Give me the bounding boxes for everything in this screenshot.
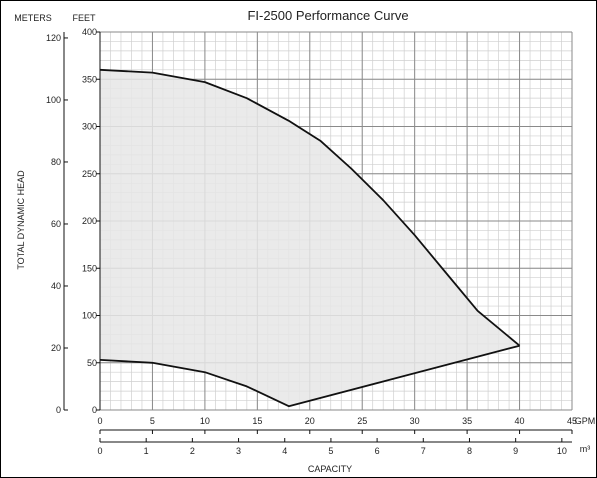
m3-tick-label: 5 <box>328 446 333 456</box>
chart-title: FI-2500 Performance Curve <box>247 8 408 23</box>
feet-axis-unit-label: FEET <box>72 13 96 23</box>
m3-tick-label: 7 <box>421 446 426 456</box>
feet-tick-label: 350 <box>82 74 97 84</box>
m3-tick-label: 8 <box>467 446 472 456</box>
m3-tick-label: 2 <box>190 446 195 456</box>
feet-tick-label: 0 <box>92 405 97 415</box>
gpm-tick-label: 35 <box>462 416 472 426</box>
curves <box>99 68 521 408</box>
meters-tick-label: 100 <box>46 95 61 105</box>
meters-tick-label: 60 <box>51 219 61 229</box>
gpm-tick-label: 20 <box>305 416 315 426</box>
feet-tick-label: 250 <box>82 169 97 179</box>
gpm-tick-label: 45 <box>567 416 577 426</box>
meters-tick-label: 80 <box>51 157 61 167</box>
feet-tick-label: 100 <box>82 311 97 321</box>
gpm-axis-unit-label: GPM <box>575 416 596 426</box>
m3-tick-label: 0 <box>97 446 102 456</box>
gpm-tick-label: 5 <box>150 416 155 426</box>
m3-tick-label: 1 <box>144 446 149 456</box>
m3-tick-label: 9 <box>513 446 518 456</box>
gpm-tick-label: 30 <box>410 416 420 426</box>
axes: 0501001502002503003504000204060801001200… <box>46 27 577 456</box>
m3-tick-label: 3 <box>236 446 241 456</box>
gpm-tick-label: 25 <box>357 416 367 426</box>
feet-tick-label: 50 <box>87 358 97 368</box>
feet-tick-label: 150 <box>82 263 97 273</box>
max-head-curve <box>99 68 521 347</box>
m3-tick-label: 4 <box>282 446 287 456</box>
meters-axis-unit-label: METERS <box>14 13 52 23</box>
m3-tick-label: 10 <box>557 446 567 456</box>
m3-axis-unit-label: m³ <box>580 444 591 454</box>
performance-region <box>100 69 520 407</box>
gpm-tick-label: 40 <box>515 416 525 426</box>
min-head-curve <box>99 344 520 408</box>
meters-tick-label: 0 <box>56 405 61 415</box>
gpm-tick-label: 0 <box>97 416 102 426</box>
feet-tick-label: 400 <box>82 27 97 37</box>
gpm-tick-label: 15 <box>252 416 262 426</box>
meters-tick-label: 20 <box>51 343 61 353</box>
meters-tick-label: 40 <box>51 281 61 291</box>
meters-tick-label: 120 <box>46 33 61 43</box>
x-axis-label: CAPACITY <box>308 464 352 474</box>
y-axis-label: TOTAL DYNAMIC HEAD <box>16 170 26 270</box>
gpm-tick-label: 10 <box>200 416 210 426</box>
feet-tick-label: 200 <box>82 216 97 226</box>
feet-tick-label: 300 <box>82 122 97 132</box>
m3-tick-label: 6 <box>375 446 380 456</box>
